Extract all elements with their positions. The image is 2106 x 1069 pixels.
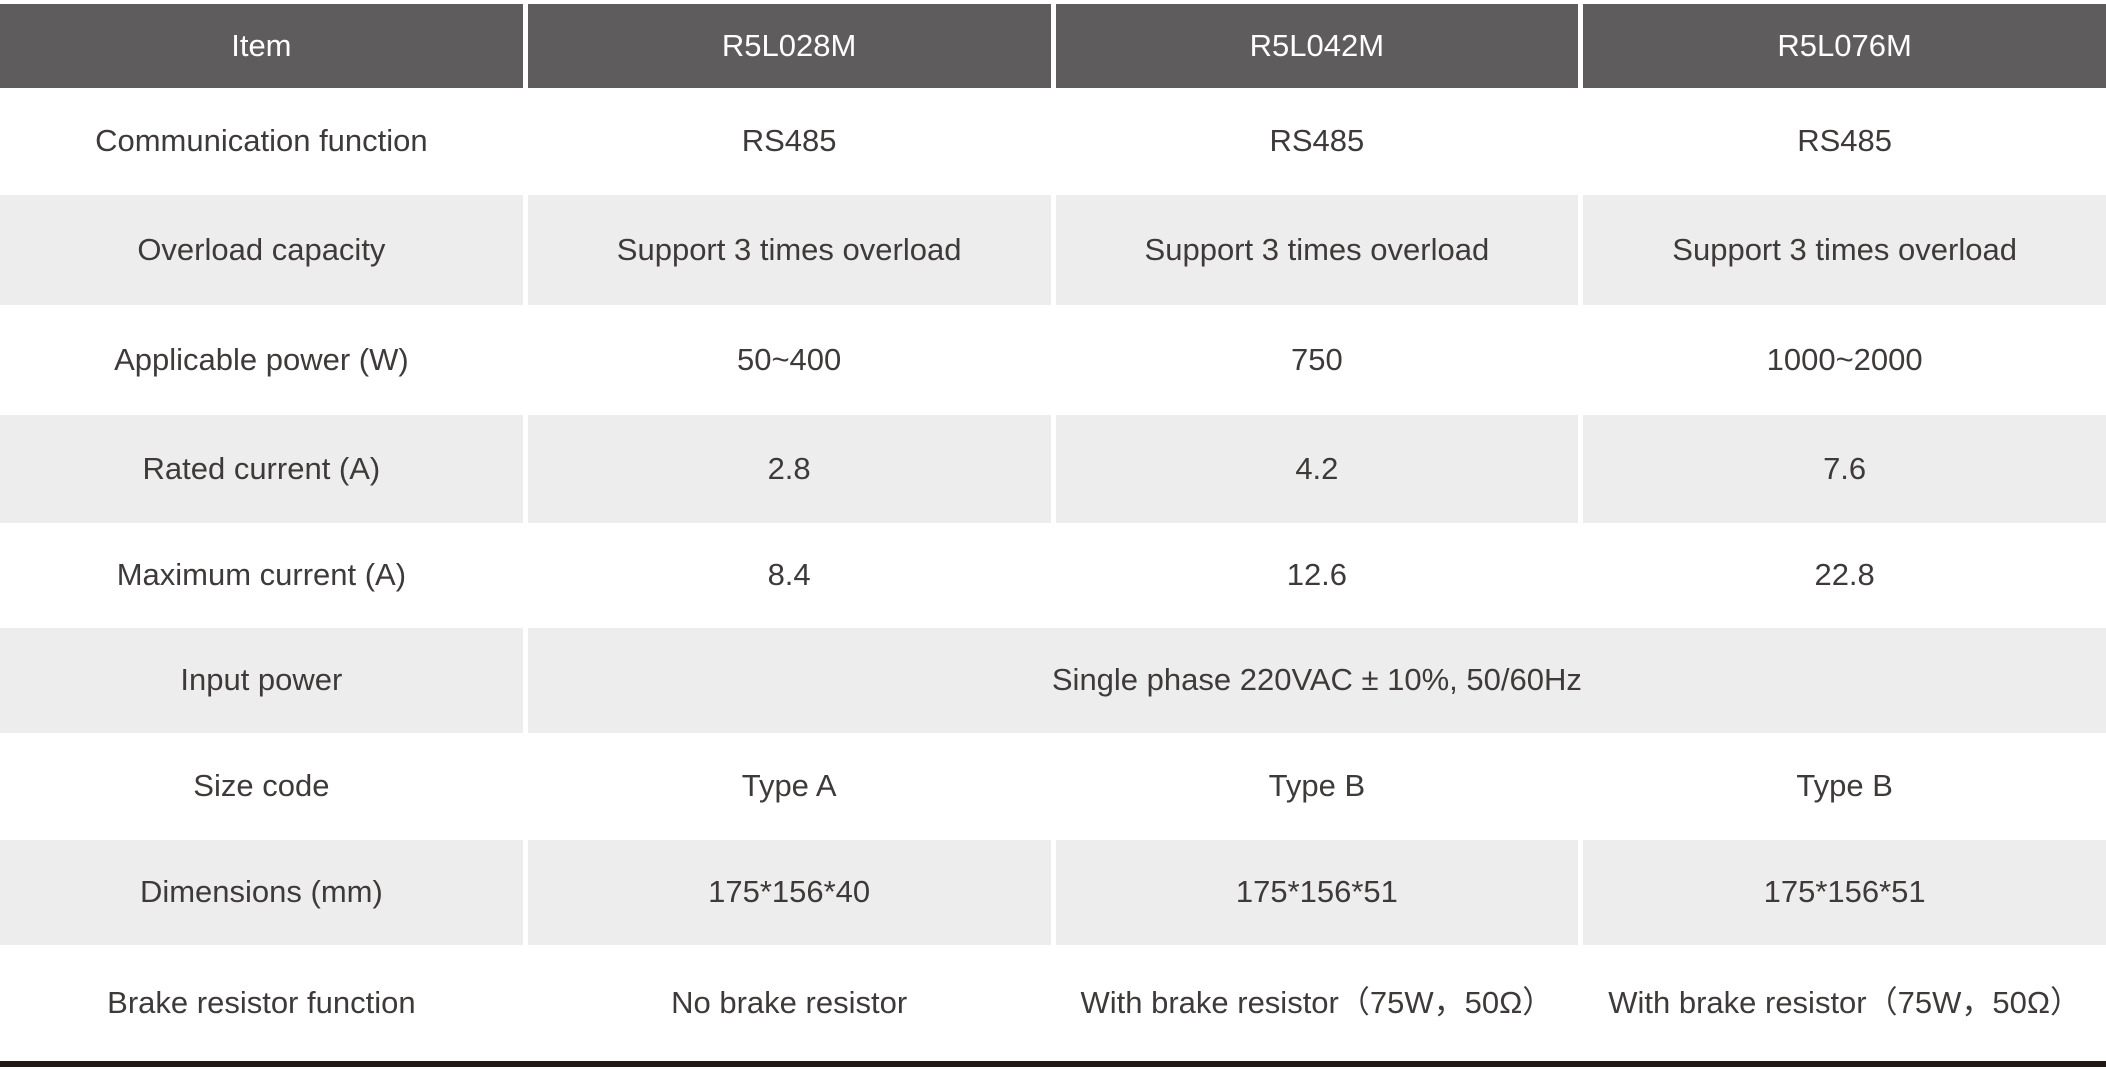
value-communication-function-r5l076m: RS485 [1797, 123, 1893, 159]
value-brake-resistor-r5l042m: With brake resistor（75W，50Ω） [1080, 984, 1554, 1020]
table-bottom-rule [0, 1061, 2106, 1067]
row-label-input-power: Input power [0, 628, 523, 733]
value-communication-function-r5l028m: RS485 [741, 123, 837, 159]
row-label-dimensions: Dimensions (mm) [0, 840, 523, 945]
value-applicable-power-r5l028m: 50~400 [736, 341, 842, 377]
value-applicable-power-r5l076m: 1000~2000 [1766, 341, 1923, 377]
value-maximum-current-r5l076m: 22.8 [1814, 557, 1875, 593]
value-rated-current-r5l042m: 4.2 [1055, 415, 1579, 523]
value-brake-resistor-r5l076m: With brake resistor（75W，50Ω） [1608, 984, 2082, 1020]
row-label-applicable-power: Applicable power (W) [114, 341, 409, 377]
value-applicable-power-r5l042m: 750 [1291, 341, 1343, 377]
value-size-code-r5l028m: Type A [741, 768, 837, 804]
header-cell-model-r5l028m: R5L028M [527, 4, 1051, 88]
value-maximum-current-r5l042m: 12.6 [1286, 557, 1348, 593]
value-size-code-r5l042m: Type B [1268, 768, 1366, 804]
header-cell-model-r5l042m: R5L042M [1055, 4, 1579, 88]
value-input-power-merged: Single phase 220VAC ± 10%, 50/60Hz [527, 628, 2106, 733]
value-communication-function-r5l042m: RS485 [1269, 123, 1365, 159]
value-size-code-r5l076m: Type B [1796, 768, 1893, 804]
row-label-size-code: Size code [193, 768, 330, 804]
value-maximum-current-r5l028m: 8.4 [767, 557, 811, 593]
header-cell-item: Item [0, 4, 523, 88]
value-overload-capacity-r5l076m: Support 3 times overload [1583, 195, 2106, 305]
value-rated-current-r5l028m: 2.8 [527, 415, 1051, 523]
row-label-communication-function: Communication function [95, 123, 428, 159]
row-label-overload-capacity: Overload capacity [0, 195, 523, 305]
value-overload-capacity-r5l042m: Support 3 times overload [1055, 195, 1579, 305]
spec-table: Item R5L028M R5L042M R5L076M Communicati… [0, 4, 2106, 1061]
value-dimensions-r5l028m: 175*156*40 [527, 840, 1051, 945]
value-brake-resistor-r5l028m: No brake resistor [671, 984, 908, 1020]
row-label-brake-resistor-function: Brake resistor function [107, 984, 416, 1020]
row-label-maximum-current: Maximum current (A) [116, 557, 407, 593]
value-overload-capacity-r5l028m: Support 3 times overload [527, 195, 1051, 305]
header-cell-model-r5l076m: R5L076M [1583, 4, 2106, 88]
row-label-rated-current: Rated current (A) [0, 415, 523, 523]
value-rated-current-r5l076m: 7.6 [1583, 415, 2106, 523]
value-dimensions-r5l076m: 175*156*51 [1583, 840, 2106, 945]
value-dimensions-r5l042m: 175*156*51 [1055, 840, 1579, 945]
